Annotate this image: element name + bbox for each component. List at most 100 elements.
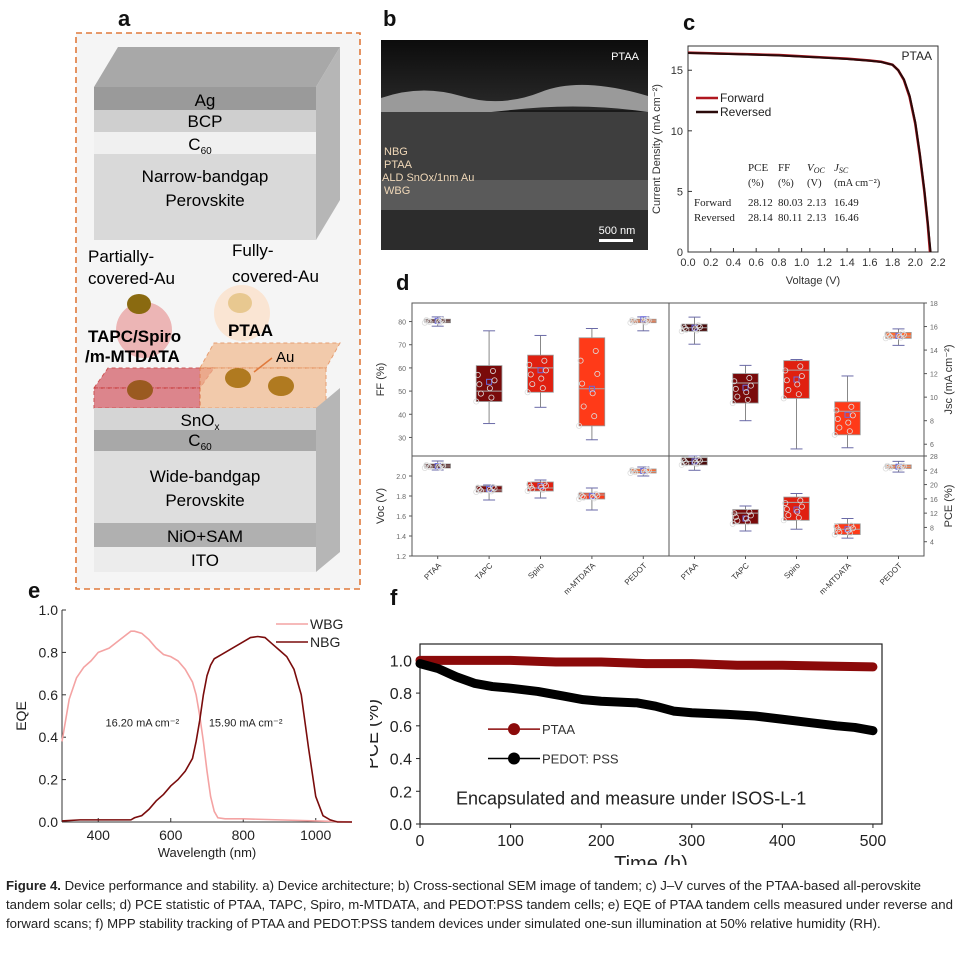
data-point (645, 317, 652, 324)
htl-right-label: PTAA (228, 321, 273, 340)
table-header: PCE (748, 162, 768, 174)
data-point (491, 485, 498, 492)
x-tick-label: 300 (678, 833, 705, 850)
y-tick-label: 10 (671, 126, 683, 138)
series-line-wbg (61, 630, 353, 823)
data-point (849, 525, 856, 532)
box-mean-marker (486, 378, 493, 385)
data-point (527, 371, 534, 378)
x-tick-label: Spiro (782, 561, 802, 581)
data-point (489, 367, 496, 374)
data-point (744, 396, 751, 403)
data-point (782, 500, 789, 507)
y-tick-label: 8 (930, 419, 934, 426)
data-point (887, 334, 894, 341)
data-point (680, 323, 687, 330)
table-cell: 2.13 (807, 197, 827, 209)
condition-annotation: Encapsulated and measure under ISOS-L-1 (456, 788, 806, 808)
sem-layer-ald: ALD SnOx/1nm Au (382, 172, 474, 184)
data-point (834, 415, 841, 422)
data-point (491, 377, 498, 384)
table-header: JSC (834, 162, 849, 175)
x-tick-label: 1.6 (862, 257, 877, 269)
y-axis-label-jsc: Jsc (mA cm⁻²) (943, 345, 955, 415)
series-band-pedot (415, 659, 878, 736)
y-tick-label: 60 (398, 366, 406, 373)
data-point (696, 457, 703, 464)
box-mean-marker (742, 384, 749, 391)
htl-left-label-1: TAPC/Spiro (88, 327, 181, 346)
data-point (693, 461, 700, 468)
y-tick-label: 1.6 (396, 514, 406, 521)
nbg-label-2: Perovskite (165, 191, 244, 210)
data-point (734, 517, 741, 524)
data-point (580, 403, 587, 410)
data-point (884, 330, 891, 337)
data-point (783, 377, 790, 384)
data-point (848, 403, 855, 410)
x-tick-label: 400 (87, 827, 111, 843)
data-point (632, 318, 639, 325)
htl-left-label-2: /m-MTDATA (85, 347, 180, 366)
y-tick-label: 0.0 (39, 814, 59, 830)
nbg-label-1: Narrow-bandgap (142, 167, 269, 186)
layer-c60-top (94, 132, 316, 154)
ag-label: Ag (195, 91, 216, 110)
x-tick-label: 1.2 (817, 257, 832, 269)
data-point (628, 467, 635, 474)
data-point (746, 508, 753, 515)
data-point (683, 326, 690, 333)
box-plot-chart: 30 40 50 60 70 80 FF (%) 6 8 10 12 14 16 18 Jsc (mA cm… (375, 301, 955, 597)
data-point (539, 385, 546, 392)
data-point (437, 464, 444, 471)
table-unit: (%) (748, 178, 764, 189)
data-point (630, 318, 637, 325)
data-point (435, 463, 442, 470)
panel-label-c: c (683, 10, 696, 35)
data-point (627, 469, 634, 476)
data-point (474, 371, 481, 378)
data-point (782, 367, 789, 374)
x-tick-label: m-MTDATA (818, 561, 854, 597)
x-tick-label: 500 (860, 833, 887, 850)
data-point (797, 497, 804, 504)
x-tick-label: 2.2 (930, 257, 945, 269)
layer-wide-bandgap (94, 451, 316, 523)
x-tick-label: 0.6 (749, 257, 764, 269)
corner-label: PTAA (902, 49, 932, 63)
plot-frame (411, 302, 925, 557)
sem-image: PTAA NBG PTAA ALD SnOx/1nm Au WBG 500 nm (381, 40, 648, 250)
data-point (529, 381, 536, 388)
table-cell: 80.11 (778, 212, 802, 224)
data-point (592, 490, 599, 497)
y-tick-label: 24 (930, 468, 938, 475)
data-point (846, 428, 853, 435)
x-tick-label: TAPC (473, 561, 494, 582)
y-tick-label: 70 (398, 343, 406, 350)
data-point (798, 503, 805, 510)
x-tick-label: 0.0 (680, 257, 695, 269)
scale-bar (599, 239, 633, 242)
data-point (734, 393, 741, 400)
au-particle-icon (127, 294, 151, 314)
data-point (421, 464, 428, 471)
legend-marker (508, 752, 520, 765)
y-tick-label: 6 (930, 442, 934, 449)
table-header: VOC (807, 162, 826, 175)
x-tick-label: 800 (232, 827, 256, 843)
data-point (488, 394, 495, 401)
data-point (526, 361, 533, 368)
plot-frame (419, 643, 883, 825)
legend-label: Forward (720, 91, 764, 105)
stability-chart: 0 100 200 300 400 500 0.0 0.2 0.4 0.6 0.8 1.0 Time (… (370, 643, 887, 865)
y-tick-label: 0.6 (39, 687, 59, 703)
panel-label-d: d (396, 270, 410, 295)
box-tapc (475, 365, 503, 402)
y-tick-label: 12 (930, 511, 938, 518)
data-point (744, 519, 751, 526)
box-spiro (527, 354, 554, 393)
y-tick-label: 1.0 (39, 602, 59, 618)
data-point (539, 487, 546, 494)
data-point (743, 515, 750, 522)
scale-bar-label: 500 nm (599, 225, 636, 237)
